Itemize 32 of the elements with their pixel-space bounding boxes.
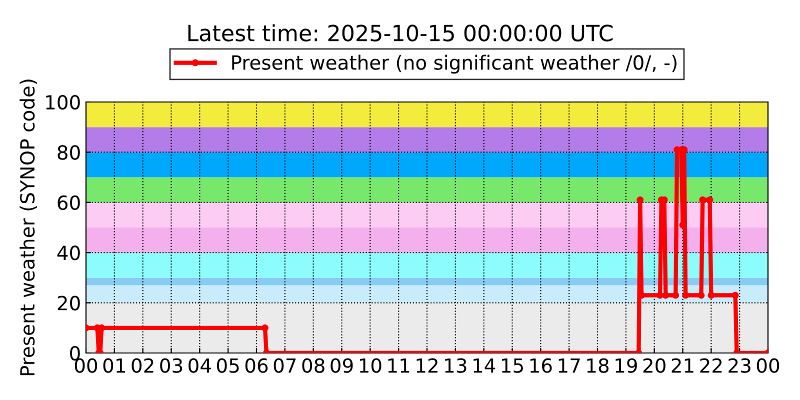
x-tick-label: 18 [587,358,609,373]
x-tick-label: 11 [388,358,410,373]
y-axis-title: Present weather (SYNOP code) [20,80,37,376]
x-tick-label: 12 [416,358,438,373]
y-tick-label: 60 [58,195,80,210]
y-tick-label: 40 [57,246,80,260]
x-tick-label: 22 [700,358,722,373]
x-tick-label: 03 [160,358,182,373]
x-tick-label: 01 [103,358,125,373]
x-tick-label: 10 [360,358,382,373]
x-tick-label: 00 [756,358,780,373]
y-tick-label: 100 [46,94,80,110]
x-tick-label: 04 [188,358,211,373]
legend-label: Present weather (no significant weather /0/, -) [232,54,676,74]
x-tick-label: 07 [274,358,296,373]
y-tick-label: 20 [58,296,80,310]
x-tick-label: 21 [672,358,694,373]
x-tick-label: 19 [616,358,637,373]
x-tick-label: 08 [302,358,324,373]
x-tick-label: 23 [728,358,750,373]
x-tick-label: 17 [558,358,580,373]
x-tick-label: 20 [643,358,666,373]
x-tick-label: 15 [502,358,523,373]
x-tick-label: 14 [474,358,496,373]
x-tick-label: 16 [530,358,552,373]
x-tick-label: 13 [445,358,466,373]
x-tick-label: 02 [132,358,154,373]
y-tick-label: 80 [58,145,80,160]
x-tick-label: 05 [216,358,239,373]
x-tick-label: 09 [330,358,353,373]
chart-title: Latest time: 2025-10-15 00:00:00 UTC [188,24,613,42]
x-tick-label: 06 [245,358,268,373]
